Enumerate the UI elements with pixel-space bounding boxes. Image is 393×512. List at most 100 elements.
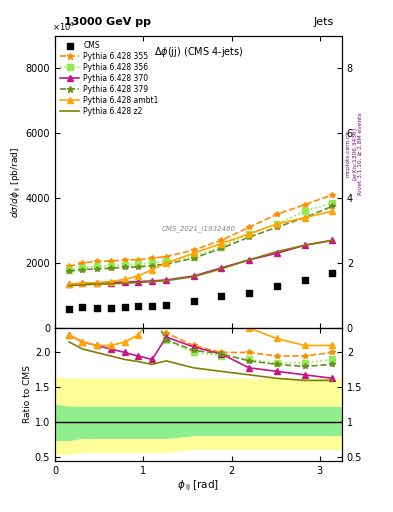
Pythia 6.428 355 <box>303 202 307 208</box>
Pythia 6.428 z2 <box>274 249 279 255</box>
Pythia 6.428 370 <box>303 242 307 248</box>
Pythia 6.428 379 <box>67 268 72 274</box>
Pythia 6.428 356 <box>330 200 334 206</box>
CMS <box>66 305 72 313</box>
Pythia 6.428 356 <box>191 253 196 260</box>
CMS <box>329 269 335 278</box>
Pythia 6.428 z2 <box>80 282 85 288</box>
CMS <box>302 276 308 284</box>
Pythia 6.428 ambt1 <box>94 280 99 286</box>
Pythia 6.428 370 <box>191 273 196 279</box>
Pythia 6.428 356 <box>67 266 72 272</box>
CMS <box>149 302 155 310</box>
Pythia 6.428 ambt1 <box>330 208 334 214</box>
Y-axis label: $d\sigma/d\phi_{\rm\,ij}$ [pb/rad]: $d\sigma/d\phi_{\rm\,ij}$ [pb/rad] <box>10 146 23 218</box>
Pythia 6.428 356 <box>122 262 127 268</box>
CMS <box>274 282 280 290</box>
Text: $\Delta\phi$(jj) (CMS 4-jets): $\Delta\phi$(jj) (CMS 4-jets) <box>154 45 243 58</box>
Pythia 6.428 356 <box>247 231 252 237</box>
Pythia 6.428 379 <box>80 266 85 272</box>
Pythia 6.428 370 <box>67 281 72 287</box>
Pythia 6.428 z2 <box>219 266 223 272</box>
CMS <box>218 292 224 300</box>
Pythia 6.428 355 <box>136 257 140 263</box>
Pythia 6.428 z2 <box>247 257 252 263</box>
Pythia 6.428 356 <box>80 265 85 271</box>
Pythia 6.428 ambt1 <box>108 279 113 285</box>
Pythia 6.428 370 <box>274 250 279 257</box>
Pythia 6.428 379 <box>150 263 154 269</box>
CMS <box>246 289 252 297</box>
Pythia 6.428 z2 <box>136 280 140 286</box>
Pythia 6.428 370 <box>219 265 223 271</box>
Pythia 6.428 356 <box>94 263 99 269</box>
Pythia 6.428 ambt1 <box>191 250 196 257</box>
Pythia 6.428 355 <box>122 257 127 263</box>
Pythia 6.428 356 <box>164 259 169 265</box>
Text: [arXiv:1306.3436]: [arXiv:1306.3436] <box>352 127 357 180</box>
CMS <box>79 303 86 311</box>
Text: Rivet 3.1.10, ≥ 2.8M events: Rivet 3.1.10, ≥ 2.8M events <box>358 112 363 195</box>
Pythia 6.428 356 <box>219 244 223 250</box>
Pythia 6.428 ambt1 <box>80 280 85 286</box>
Pythia 6.428 ambt1 <box>219 241 223 247</box>
Pythia 6.428 370 <box>108 280 113 286</box>
Pythia 6.428 356 <box>108 263 113 269</box>
X-axis label: $\phi_{\rm\,ij}$ [rad]: $\phi_{\rm\,ij}$ [rad] <box>177 478 220 493</box>
Pythia 6.428 ambt1 <box>150 266 154 272</box>
Line: Pythia 6.428 z2: Pythia 6.428 z2 <box>69 240 332 286</box>
Legend: CMS, Pythia 6.428 355, Pythia 6.428 356, Pythia 6.428 370, Pythia 6.428 379, Pyt: CMS, Pythia 6.428 355, Pythia 6.428 356,… <box>59 39 160 117</box>
Line: Pythia 6.428 370: Pythia 6.428 370 <box>66 238 335 287</box>
CMS <box>163 301 169 309</box>
Pythia 6.428 379 <box>164 261 169 267</box>
Pythia 6.428 z2 <box>164 278 169 284</box>
Pythia 6.428 355 <box>191 247 196 253</box>
Pythia 6.428 z2 <box>94 281 99 287</box>
Pythia 6.428 z2 <box>191 273 196 280</box>
Pythia 6.428 356 <box>150 260 154 266</box>
CMS <box>94 304 100 312</box>
Pythia 6.428 379 <box>274 224 279 230</box>
Pythia 6.428 370 <box>150 278 154 284</box>
Pythia 6.428 379 <box>219 245 223 251</box>
Line: Pythia 6.428 ambt1: Pythia 6.428 ambt1 <box>66 208 335 287</box>
Pythia 6.428 355 <box>80 260 85 266</box>
Pythia 6.428 355 <box>108 258 113 264</box>
Pythia 6.428 ambt1 <box>274 221 279 227</box>
Line: Pythia 6.428 355: Pythia 6.428 355 <box>66 192 335 269</box>
Pythia 6.428 355 <box>219 237 223 243</box>
Pythia 6.428 356 <box>303 208 307 214</box>
Pythia 6.428 z2 <box>122 280 127 286</box>
Pythia 6.428 z2 <box>150 279 154 285</box>
CMS <box>108 304 114 312</box>
Pythia 6.428 355 <box>67 263 72 269</box>
Pythia 6.428 355 <box>164 253 169 260</box>
Pythia 6.428 379 <box>303 215 307 221</box>
Pythia 6.428 ambt1 <box>67 281 72 287</box>
Pythia 6.428 355 <box>274 211 279 218</box>
Pythia 6.428 379 <box>122 264 127 270</box>
Pythia 6.428 379 <box>247 234 252 240</box>
Pythia 6.428 379 <box>108 265 113 271</box>
Pythia 6.428 355 <box>94 259 99 265</box>
Pythia 6.428 370 <box>80 280 85 286</box>
Pythia 6.428 ambt1 <box>247 231 252 237</box>
Pythia 6.428 ambt1 <box>136 273 140 279</box>
CMS <box>135 302 141 310</box>
Pythia 6.428 356 <box>136 261 140 267</box>
Pythia 6.428 370 <box>122 279 127 285</box>
Pythia 6.428 ambt1 <box>122 276 127 283</box>
CMS <box>121 303 128 311</box>
Pythia 6.428 z2 <box>303 242 307 248</box>
Pythia 6.428 370 <box>247 257 252 263</box>
Pythia 6.428 370 <box>164 277 169 283</box>
Pythia 6.428 ambt1 <box>164 260 169 266</box>
CMS <box>191 296 197 305</box>
Pythia 6.428 355 <box>150 255 154 261</box>
Pythia 6.428 356 <box>274 221 279 227</box>
Pythia 6.428 379 <box>94 266 99 272</box>
Pythia 6.428 z2 <box>108 281 113 287</box>
Text: $\times10^3$: $\times10^3$ <box>52 20 75 33</box>
Text: 13000 GeV pp: 13000 GeV pp <box>64 17 151 27</box>
Line: Pythia 6.428 379: Pythia 6.428 379 <box>66 203 335 274</box>
